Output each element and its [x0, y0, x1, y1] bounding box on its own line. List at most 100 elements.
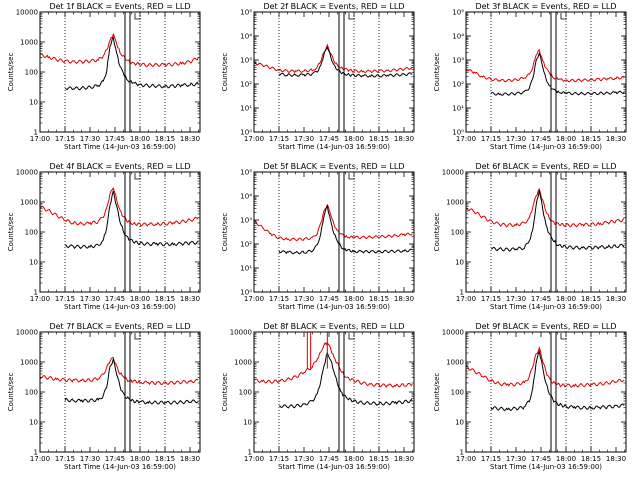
y-tick-label: 10000: [230, 329, 252, 337]
series-group: [254, 43, 413, 78]
x-tick-label: 17:15: [269, 135, 289, 143]
x-tick-label: 17:30: [506, 455, 526, 463]
y-tick-label: 10000: [16, 169, 38, 177]
y-tick-label: 10⁰: [240, 129, 252, 137]
series-line-lld: [40, 186, 199, 227]
y-tick-label: 10¹: [240, 105, 252, 113]
y-tick-label: 1000: [234, 359, 252, 367]
y-tick-label: 100: [25, 69, 38, 77]
x-tick-label: 18:30: [606, 455, 626, 463]
chart-title: Det 9f BLACK = Events, RED = LLD: [475, 322, 616, 331]
x-tick-label: 17:30: [294, 295, 314, 303]
plot-frame: [39, 11, 201, 133]
y-tick-label: 10³: [240, 57, 252, 65]
y-axis-label: Counts/sec: [433, 53, 441, 92]
y-tick-label: 10²: [240, 81, 252, 89]
chart-title: Det 8f BLACK = Events, RED = LLD: [263, 322, 404, 331]
y-axis-label: Counts/sec: [221, 53, 229, 92]
x-tick-label: 18:15: [581, 295, 601, 303]
series-line-events: [278, 351, 413, 409]
x-tick-label: 17:30: [80, 455, 100, 463]
corner-marker: [348, 173, 355, 180]
series-group: [466, 187, 625, 252]
y-axis-label: Counts/sec: [7, 213, 15, 252]
plot-frame: [253, 11, 415, 133]
x-tick-label: 18:15: [369, 295, 389, 303]
x-tick-label: 17:45: [105, 135, 125, 143]
corner-marker: [134, 173, 141, 180]
x-tick-label: 18:15: [155, 455, 175, 463]
y-tick-label: 100: [25, 389, 38, 397]
x-tick-label: 17:45: [531, 455, 551, 463]
x-axis-label: Start Time (14-Jun-03 16:59:00): [64, 463, 176, 471]
chart-title: Det 5f BLACK = Events, RED = LLD: [263, 162, 404, 171]
x-tick-label: 18:30: [394, 295, 414, 303]
series-group: [254, 332, 413, 409]
x-tick-label: 17:15: [481, 135, 501, 143]
x-tick-label: 17:00: [30, 295, 50, 303]
x-tick-label: 17:15: [481, 455, 501, 463]
x-tick-label: 17:00: [244, 295, 264, 303]
series-line-events: [278, 46, 413, 78]
x-axis-label: Start Time (14-Jun-03 16:59:00): [490, 463, 602, 471]
x-axis-label: Start Time (14-Jun-03 16:59:00): [64, 303, 176, 311]
series-line-events: [64, 35, 199, 91]
chart-title: Det 7f BLACK = Events, RED = LLD: [49, 322, 190, 331]
x-tick-label: 17:15: [55, 135, 75, 143]
x-tick-label: 18:15: [581, 455, 601, 463]
series-line-events: [64, 190, 199, 250]
y-tick-label: 10000: [16, 329, 38, 337]
x-tick-label: 17:45: [319, 295, 339, 303]
x-tick-label: 18:00: [344, 295, 364, 303]
chart-panel-5: Det 5f BLACK = Events, RED = LLD 10⁰ 10¹ 10…: [221, 162, 415, 311]
series-line-lld: [40, 357, 199, 386]
x-axis-label: Start Time (14-Jun-03 16:59:00): [64, 143, 176, 151]
y-tick-label: 10: [455, 259, 464, 267]
plot-frame: [253, 331, 415, 453]
x-tick-label: 18:30: [606, 295, 626, 303]
y-tick-label: 1: [34, 129, 38, 137]
y-axis-label: Counts/sec: [7, 53, 15, 92]
y-tick-label: 100: [451, 389, 464, 397]
y-tick-label: 1: [460, 449, 464, 457]
x-tick-label: 18:15: [369, 455, 389, 463]
x-axis-label: Start Time (14-Jun-03 16:59:00): [490, 303, 602, 311]
series-line-lld: [466, 345, 625, 388]
y-tick-label: 10000: [16, 9, 38, 17]
y-tick-label: 1: [460, 289, 464, 297]
x-tick-label: 17:00: [30, 455, 50, 463]
corner-marker: [348, 13, 355, 20]
plot-frame: [465, 11, 627, 133]
y-tick-label: 10¹: [240, 265, 252, 273]
y-tick-label: 10²: [452, 81, 464, 89]
y-tick-label: 10: [29, 99, 38, 107]
y-tick-label: 10⁴: [452, 33, 464, 41]
chart-title: Det 4f BLACK = Events, RED = LLD: [49, 162, 190, 171]
series-line-events: [490, 349, 625, 412]
series-line-lld: [40, 32, 199, 68]
series-line-events: [64, 357, 199, 405]
y-axis-label: Counts/sec: [433, 213, 441, 252]
plot-frame: [465, 171, 627, 293]
x-tick-label: 17:00: [244, 135, 264, 143]
y-tick-label: 10⁴: [240, 33, 252, 41]
x-tick-label: 17:15: [269, 455, 289, 463]
x-axis-label: Start Time (14-Jun-03 16:59:00): [278, 463, 390, 471]
x-tick-label: 17:30: [506, 135, 526, 143]
y-tick-label: 10⁰: [240, 289, 252, 297]
chart-title: Det 6f BLACK = Events, RED = LLD: [475, 162, 616, 171]
corner-marker: [134, 333, 141, 340]
corner-marker: [560, 13, 567, 20]
y-tick-label: 100: [451, 229, 464, 237]
y-tick-label: 10²: [240, 241, 252, 249]
x-tick-label: 17:30: [294, 455, 314, 463]
y-tick-label: 1000: [20, 199, 38, 207]
x-tick-label: 17:45: [319, 455, 339, 463]
series-line-lld: [466, 48, 625, 83]
x-tick-label: 17:00: [456, 295, 476, 303]
chart-panel-8: Det 8f BLACK = Events, RED = LLD 1 10 100 10…: [221, 322, 415, 471]
y-tick-label: 10000: [442, 329, 464, 337]
series-line-events: [490, 51, 625, 96]
x-tick-label: 17:15: [269, 295, 289, 303]
x-tick-label: 17:15: [481, 295, 501, 303]
